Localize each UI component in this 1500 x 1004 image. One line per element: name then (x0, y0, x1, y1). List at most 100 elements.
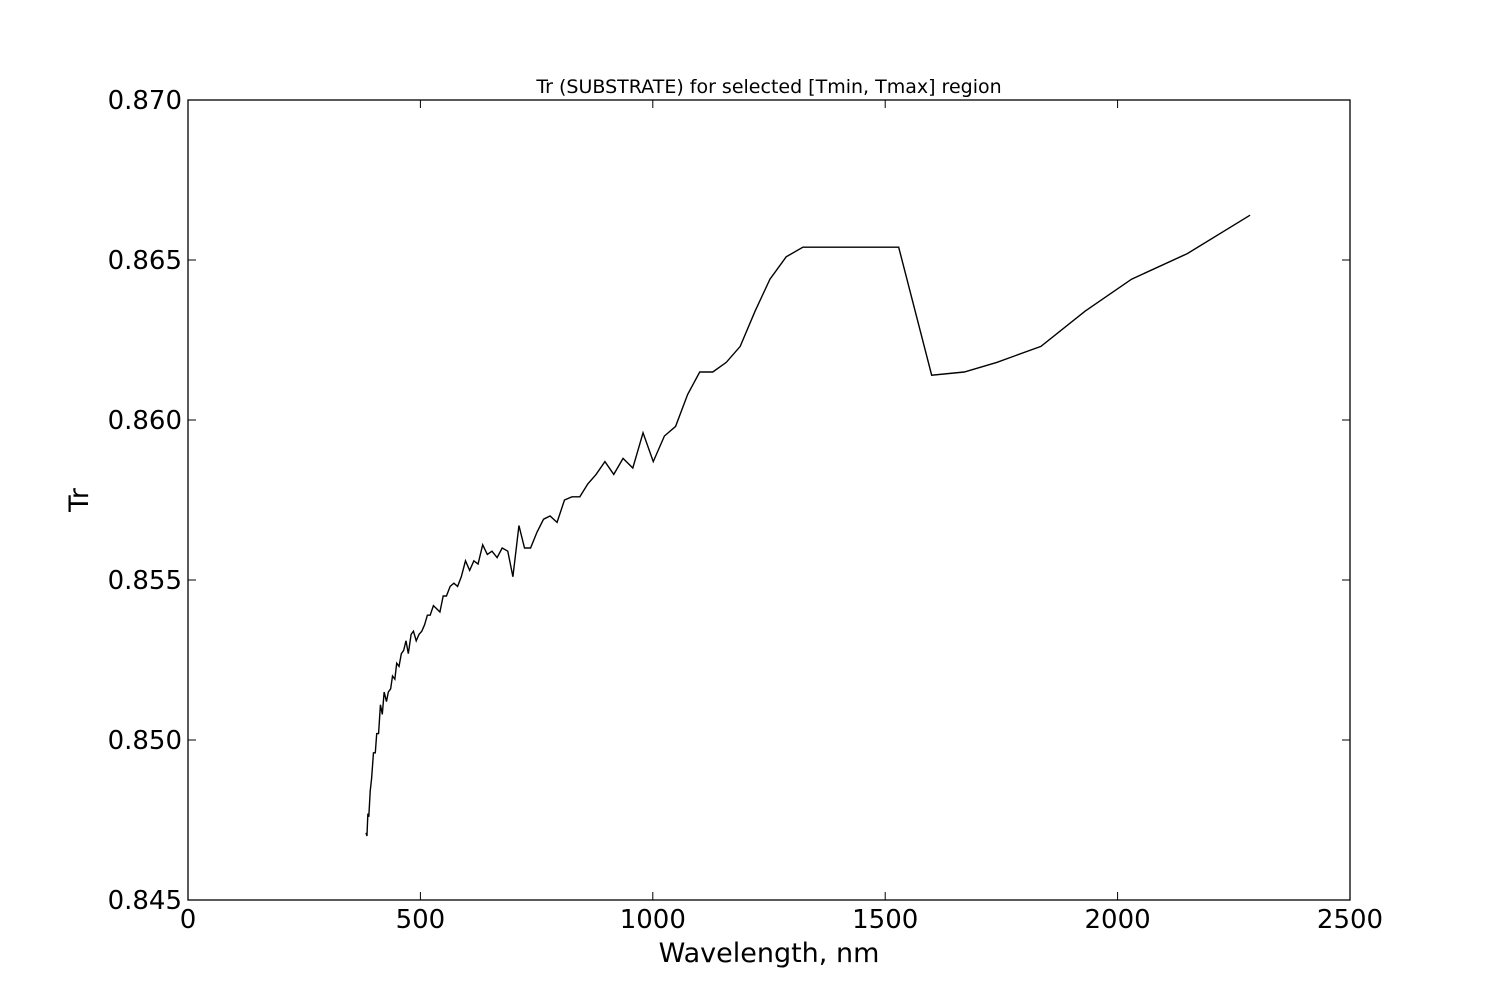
data-point (769, 279, 770, 280)
data-point (450, 586, 451, 587)
data-point (367, 813, 368, 814)
data-point (380, 704, 381, 705)
data-point (653, 461, 654, 462)
data-point (1249, 215, 1250, 216)
x-axis-ticks: 0 500 1000 1500 2000 2500 (180, 100, 1383, 935)
data-point (405, 640, 406, 641)
plot-area (187, 99, 1351, 901)
data-point (996, 362, 997, 363)
data-point (390, 688, 391, 689)
data-point (740, 346, 741, 347)
data-point (384, 691, 385, 692)
data-point (446, 595, 447, 596)
data-point (898, 247, 899, 248)
data-point (1131, 279, 1132, 280)
data-point (469, 570, 470, 571)
data-point (579, 496, 580, 497)
data-point (1084, 311, 1085, 312)
data-point (394, 679, 395, 680)
data-point (604, 461, 605, 462)
data-point (382, 714, 383, 715)
data-point (877, 247, 878, 248)
data-point (482, 544, 483, 545)
data-point (931, 375, 932, 376)
data-point (664, 435, 665, 436)
data-point (820, 247, 821, 248)
data-point (427, 615, 428, 616)
data-point (443, 595, 444, 596)
data-point (1187, 253, 1188, 254)
data-point (371, 778, 372, 779)
data-point (403, 650, 404, 651)
data-point (401, 653, 402, 654)
data-point (564, 499, 565, 500)
y-tick-label: 0.855 (108, 566, 182, 596)
data-point (375, 752, 376, 753)
data-point (368, 816, 369, 817)
series-line-tr (365, 214, 1251, 837)
data-point (543, 519, 544, 520)
data-point (556, 522, 557, 523)
data-point (370, 791, 371, 792)
data-point (413, 631, 414, 632)
data-point (642, 432, 643, 433)
data-point (622, 458, 623, 459)
data-point (536, 531, 537, 532)
data-point (465, 560, 466, 561)
x-tick-label: 1500 (852, 905, 918, 935)
data-point (388, 691, 389, 692)
y-axis-label: Tr (64, 487, 95, 513)
x-tick-label: 0 (180, 905, 197, 935)
y-tick-label: 0.870 (108, 86, 182, 116)
data-point (549, 515, 550, 516)
data-point (477, 563, 478, 564)
data-point (530, 547, 531, 548)
data-point (595, 474, 596, 475)
data-point (424, 624, 425, 625)
data-point (376, 733, 377, 734)
data-point (386, 701, 387, 702)
y-tick-label: 0.850 (108, 726, 182, 756)
data-point (675, 426, 676, 427)
data-point (964, 371, 965, 372)
data-point (507, 551, 508, 552)
data-point (518, 525, 519, 526)
data-point (392, 675, 393, 676)
data-point (857, 247, 858, 248)
data-point (418, 634, 419, 635)
data-point (1040, 346, 1041, 347)
y-tick-label: 0.845 (108, 886, 182, 916)
data-point (433, 605, 434, 606)
x-tick-label: 2500 (1317, 905, 1383, 935)
data-point (461, 576, 462, 577)
data-point (512, 576, 513, 577)
data-point (473, 560, 474, 561)
data-point (378, 733, 379, 734)
data-point (587, 483, 588, 484)
data-point (632, 467, 633, 468)
data-point (416, 640, 417, 641)
y-tick-label: 0.860 (108, 406, 182, 436)
x-axis-label: Wavelength, nm (659, 938, 880, 969)
data-point (421, 631, 422, 632)
data-point (699, 371, 700, 372)
data-point (365, 832, 366, 833)
data-point (786, 256, 787, 257)
data-point (453, 583, 454, 584)
x-tick-label: 500 (396, 905, 446, 935)
data-point (366, 835, 367, 836)
data-point (439, 611, 440, 612)
data-point (457, 586, 458, 587)
data-point (613, 474, 614, 475)
data-point (687, 394, 688, 395)
data-point (571, 496, 572, 497)
x-tick-label: 1000 (620, 905, 686, 935)
data-point (496, 557, 497, 558)
data-point (726, 362, 727, 363)
data-point (436, 608, 437, 609)
data-point (396, 663, 397, 664)
data-point (802, 247, 803, 248)
data-point (712, 371, 713, 372)
